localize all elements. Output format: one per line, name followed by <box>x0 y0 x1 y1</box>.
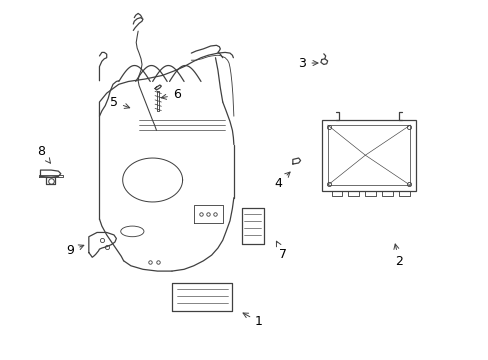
Text: 5: 5 <box>110 95 129 108</box>
Text: 9: 9 <box>66 244 83 257</box>
Text: 6: 6 <box>161 89 181 102</box>
Text: 7: 7 <box>276 241 286 261</box>
Text: 4: 4 <box>274 172 289 190</box>
Text: 2: 2 <box>393 244 402 268</box>
Text: 1: 1 <box>243 313 263 328</box>
Text: 8: 8 <box>38 145 50 163</box>
Text: 3: 3 <box>298 57 317 69</box>
